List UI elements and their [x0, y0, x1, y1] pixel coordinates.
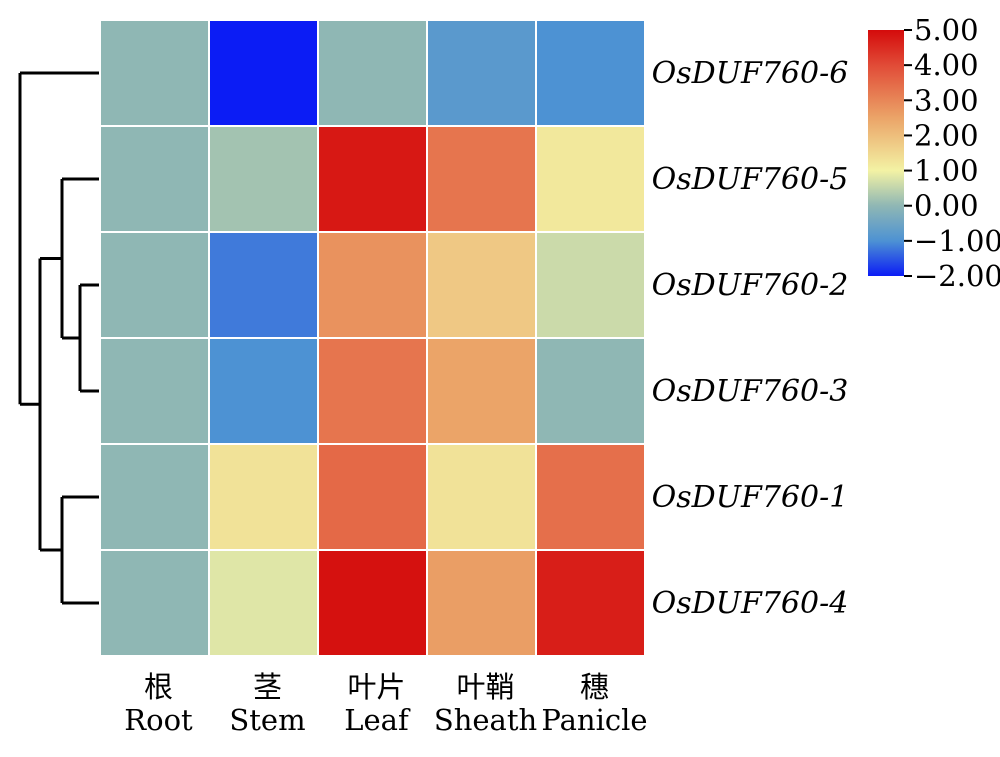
column-label-en: Root: [124, 703, 193, 737]
colorbar-tick-label: 3.00: [914, 83, 979, 117]
row-dendrogram: [18, 71, 100, 605]
heatmap-cell-osduf760-2-sheath: [426, 231, 537, 339]
heatmap-cell-osduf760-1-sheath: [426, 443, 537, 551]
heatmap-cell-osduf760-4-root: [99, 549, 210, 657]
column-label-zh: 穗: [580, 670, 609, 704]
heatmap-cell-osduf760-4-sheath: [426, 549, 537, 657]
row-label: OsDUF760-4: [652, 586, 849, 621]
heatmap-cell-osduf760-5-sheath: [426, 125, 537, 233]
heatmap-cell-osduf760-5-root: [99, 125, 210, 233]
colorbar-tick-label: −1.00: [914, 224, 1000, 258]
heatmap-cell-osduf760-6-root: [99, 19, 210, 127]
heatmap-cell-osduf760-1-root: [99, 443, 210, 551]
heatmap-cell-osduf760-5-panicle: [535, 125, 646, 233]
heatmap-cell-osduf760-3-sheath: [426, 337, 537, 445]
heatmap-cell-osduf760-2-stem: [208, 231, 319, 339]
heatmap-cell-osduf760-4-leaf: [317, 549, 428, 657]
heatmap-cells: [99, 19, 646, 657]
heatmap-cell-osduf760-2-leaf: [317, 231, 428, 339]
heatmap-cell-osduf760-6-panicle: [535, 19, 646, 127]
heatmap-cell-osduf760-6-leaf: [317, 19, 428, 127]
column-label-en: Panicle: [541, 703, 647, 737]
heatmap-cell-osduf760-5-stem: [208, 125, 319, 233]
heatmap-cell-osduf760-2-panicle: [535, 231, 646, 339]
row-label: OsDUF760-3: [652, 374, 849, 409]
heatmap-cell-osduf760-1-stem: [208, 443, 319, 551]
heatmap-cell-osduf760-6-sheath: [426, 19, 537, 127]
colorbar-tick-label: 0.00: [914, 189, 979, 223]
colorbar-tick-label: 4.00: [914, 48, 979, 82]
column-label-zh: 叶鞘: [456, 670, 514, 704]
row-label: OsDUF760-5: [652, 162, 849, 197]
column-label-zh: 叶片: [347, 670, 405, 704]
heatmap-cell-osduf760-3-panicle: [535, 337, 646, 445]
heatmap-cell-osduf760-4-stem: [208, 549, 319, 657]
heatmap-cell-osduf760-3-stem: [208, 337, 319, 445]
column-label-en: Stem: [229, 703, 305, 737]
heatmap-cell-osduf760-4-panicle: [535, 549, 646, 657]
colorbar-tick-label: 5.00: [914, 13, 979, 47]
column-label-zh: 根: [144, 670, 173, 704]
column-label-en: Leaf: [344, 703, 411, 737]
colorbar-tick-label: −2.00: [914, 259, 1000, 293]
column-label-zh: 茎: [253, 670, 282, 704]
heatmap-cell-osduf760-3-leaf: [317, 337, 428, 445]
heatmap-cell-osduf760-1-leaf: [317, 443, 428, 551]
heatmap-cell-osduf760-5-leaf: [317, 125, 428, 233]
heatmap-cell-osduf760-1-panicle: [535, 443, 646, 551]
heatmap-cell-osduf760-3-root: [99, 337, 210, 445]
row-label: OsDUF760-6: [652, 56, 849, 91]
row-labels: OsDUF760-6 OsDUF760-5 OsDUF760-2 OsDUF760-3…: [652, 56, 849, 621]
colorbar: 5.004.003.002.001.000.00−1.00−2.00: [868, 13, 1000, 293]
colorbar-gradient: [868, 30, 904, 276]
column-label-en: Sheath: [434, 703, 537, 737]
row-label: OsDUF760-2: [652, 268, 849, 303]
colorbar-tick-label: 1.00: [914, 154, 979, 188]
heatmap-cell-osduf760-2-root: [99, 231, 210, 339]
heatmap-cell-osduf760-6-stem: [208, 19, 319, 127]
colorbar-tick-label: 2.00: [914, 118, 979, 152]
row-label: OsDUF760-1: [652, 480, 849, 515]
